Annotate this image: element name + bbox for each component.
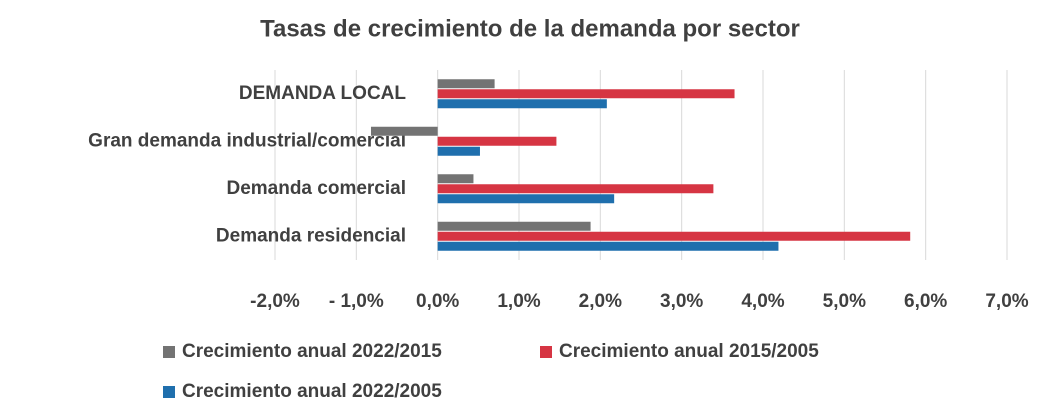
bar [437, 184, 714, 194]
x-tick-label: 2,0% [579, 291, 622, 312]
bar [437, 241, 779, 251]
legend-swatch [163, 386, 175, 398]
x-tick-label: 6,0% [904, 291, 947, 312]
legend-label: Crecimiento anual 2022/2015 [182, 341, 442, 362]
category-label: Demanda residencial [216, 225, 406, 246]
bar [437, 221, 591, 231]
x-tick-label: 1,0% [497, 291, 540, 312]
legend-swatch [540, 346, 552, 358]
chart-title: Tasas de crecimiento de la demanda por s… [260, 15, 800, 42]
bar [437, 194, 615, 204]
legend-swatch [163, 346, 175, 358]
bar [437, 231, 911, 241]
bar [437, 79, 495, 89]
legend-label: Crecimiento anual 2022/2005 [182, 381, 442, 402]
bar [437, 89, 735, 99]
category-label: Demanda comercial [226, 178, 406, 199]
x-tick-label: 4,0% [741, 291, 784, 312]
bar [437, 136, 557, 146]
bar [370, 126, 438, 136]
bar [437, 174, 474, 184]
x-tick-label: 7,0% [985, 291, 1028, 312]
category-label: Gran demanda industrial/comercial [88, 130, 406, 151]
bar [437, 99, 607, 109]
category-label: DEMANDA LOCAL [239, 83, 407, 104]
x-tick-label: 0,0% [416, 291, 459, 312]
legend-label: Crecimiento anual 2015/2005 [559, 341, 819, 362]
x-tick-label: 3,0% [660, 291, 703, 312]
x-tick-label: - 1,0% [329, 291, 384, 312]
x-tick-label: -2,0% [250, 291, 300, 312]
bar [437, 146, 480, 156]
x-tick-label: 5,0% [823, 291, 866, 312]
